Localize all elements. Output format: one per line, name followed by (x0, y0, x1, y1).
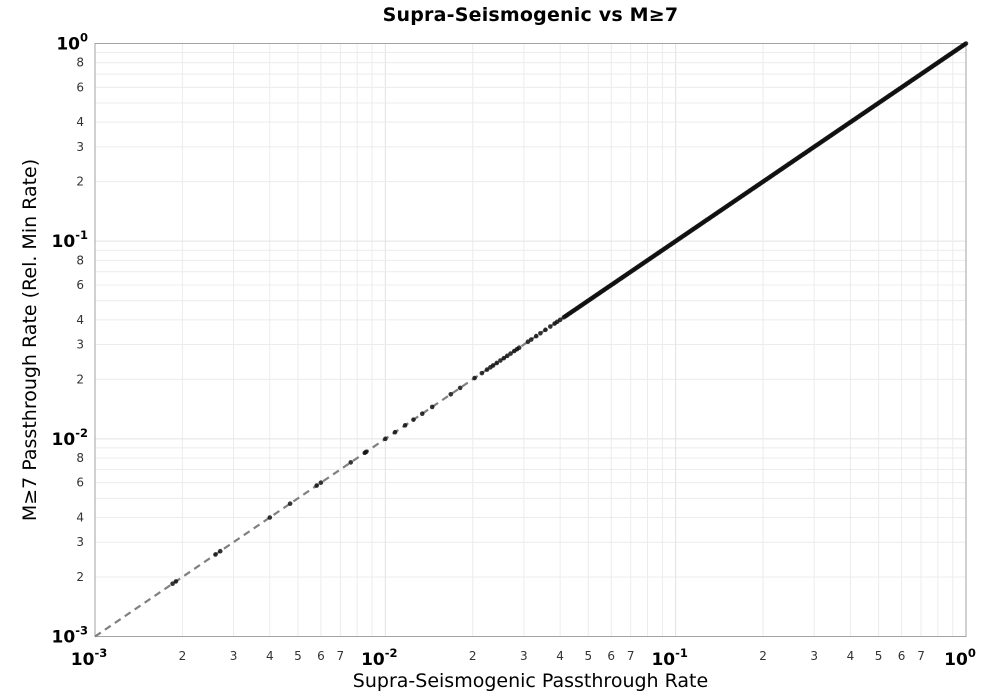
y-major-tick-label: 10-1 (52, 228, 88, 252)
x-minor-tick-label: 6 (898, 649, 906, 663)
x-major-tick-label: 10-3 (71, 646, 107, 670)
y-major-tick-label: 10-2 (52, 426, 88, 450)
x-minor-tick-label: 7 (627, 649, 635, 663)
x-minor-tick-label: 6 (317, 649, 325, 663)
y-minor-tick-label: 6 (76, 278, 84, 292)
x-minor-tick-label: 4 (556, 649, 564, 663)
y-minor-tick-label: 8 (76, 56, 84, 70)
plot-frame (94, 43, 967, 637)
y-minor-tick-label: 8 (76, 451, 84, 465)
chart-title: Supra-Seismogenic vs M≥7 (382, 4, 679, 26)
x-minor-tick-label: 3 (810, 649, 818, 663)
y-minor-tick-label: 3 (76, 140, 84, 154)
y-minor-tick-label: 6 (76, 80, 84, 94)
y-minor-tick-label: 8 (76, 253, 84, 267)
y-minor-tick-label: 4 (76, 313, 84, 327)
y-minor-tick-label: 3 (76, 535, 84, 549)
x-minor-tick-label: 4 (847, 649, 855, 663)
y-minor-tick-label: 4 (76, 115, 84, 129)
y-minor-tick-label: 2 (76, 570, 84, 584)
y-minor-tick-label: 2 (76, 175, 84, 189)
gridlines (94, 43, 967, 637)
x-axis-label: Supra-Seismogenic Passthrough Rate (352, 670, 709, 692)
x-minor-tick-label: 2 (759, 649, 767, 663)
x-minor-tick-label: 3 (230, 649, 238, 663)
y-minor-tick-label: 4 (76, 510, 84, 524)
x-minor-tick-label: 5 (875, 649, 883, 663)
x-major-tick-label: 10-2 (361, 646, 397, 670)
x-minor-tick-label: 7 (917, 649, 925, 663)
scatter-points (170, 41, 969, 586)
x-minor-tick-label: 5 (294, 649, 302, 663)
x-minor-tick-label: 2 (179, 649, 187, 663)
y-minor-tick-label: 6 (76, 476, 84, 490)
x-minor-tick-label: 7 (337, 649, 345, 663)
y-major-tick-label: 10-3 (52, 624, 88, 648)
y-major-tick-label: 100 (56, 31, 88, 55)
x-minor-tick-label: 6 (607, 649, 615, 663)
y-minor-tick-label: 2 (76, 372, 84, 386)
y-minor-tick-label: 3 (76, 338, 84, 352)
x-minor-tick-label: 2 (469, 649, 477, 663)
x-minor-tick-label: 3 (520, 649, 528, 663)
x-minor-tick-label: 4 (266, 649, 274, 663)
x-minor-tick-label: 5 (584, 649, 592, 663)
x-major-tick-label: 100 (944, 646, 976, 670)
x-major-tick-label: 10-1 (651, 646, 687, 670)
